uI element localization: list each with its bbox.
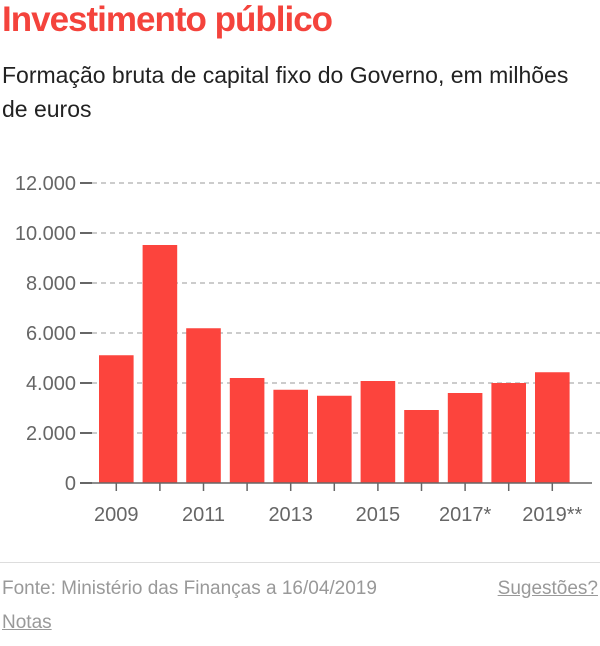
chart-title: Investimento público: [2, 0, 333, 39]
bar-2017*: [447, 393, 483, 483]
bar-2018: [491, 383, 526, 483]
y-tick-label: 0: [65, 473, 76, 495]
x-tick-label: 2013: [268, 504, 313, 526]
bar-2019**: [535, 372, 570, 483]
y-tick-label: 6.000: [26, 323, 76, 345]
x-tick-label: 2019**: [522, 504, 582, 526]
x-tick-label: 2011: [182, 504, 225, 526]
y-tick-label: 10.000: [15, 223, 76, 245]
divider: [0, 562, 600, 563]
bar-2014: [317, 395, 352, 483]
bar-2010: [142, 245, 178, 483]
bar-2013: [273, 389, 308, 483]
y-tick-label: 12.000: [15, 173, 76, 195]
bar-chart: 0 2.000 4.000 6.000 8.000 10.000 12.000 2009 201…: [15, 173, 600, 526]
bar-2012: [229, 378, 265, 483]
x-tick-label: 2015: [356, 504, 401, 526]
y-tick-label: 8.000: [26, 273, 76, 295]
bar-2011: [186, 328, 221, 483]
source-text: Fonte: Ministério das Finanças a 16/04/2…: [2, 578, 377, 599]
x-tick-label: 2009: [94, 504, 139, 526]
chart-subtitle: Formação bruta de capital fixo do Govern…: [2, 62, 569, 122]
y-tick-label: 2.000: [26, 423, 76, 445]
bar-2016: [404, 410, 439, 483]
y-tick-label: 4.000: [26, 373, 76, 395]
bar-2009: [99, 355, 134, 483]
x-tick-label: 2017*: [439, 504, 491, 526]
bar-2015: [360, 381, 396, 483]
suggestions-link[interactable]: Sugestões?: [497, 578, 598, 599]
notes-link[interactable]: Notas: [2, 612, 52, 633]
